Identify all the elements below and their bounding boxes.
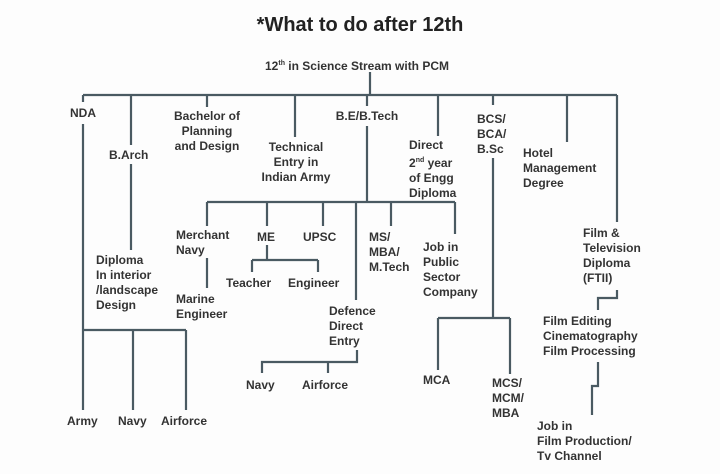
node-mca: MCA xyxy=(423,373,451,387)
node-film-tv: Film & Television Diploma (FTII) xyxy=(583,226,641,285)
root-node: 12th in Science Stream with PCM xyxy=(265,56,449,74)
direct-line1: Direct xyxy=(409,138,444,152)
node-bachelor-planning: Bachelor of Planning and Design xyxy=(173,109,241,153)
node-airforce: Airforce xyxy=(161,414,208,428)
connector-line xyxy=(590,362,600,415)
node-defence: Defence Direct Entry xyxy=(329,304,376,348)
connector-line xyxy=(596,290,619,310)
root-prefix: 12 xyxy=(265,59,279,73)
direct-line3: of Engg Diploma xyxy=(409,171,457,200)
node-navy-defence: Navy xyxy=(246,378,275,392)
direct-line2b: year xyxy=(424,156,453,170)
node-bcs: BCS/ BCA/ B.Sc xyxy=(477,112,507,156)
root-sup: th xyxy=(278,60,285,67)
node-marine-engineer: Marine Engineer xyxy=(176,292,228,321)
node-direct-2nd: Direct 2nd year of Engg Diploma xyxy=(409,138,456,201)
node-ms-mba: MS/ MBA/ M.Tech xyxy=(369,230,410,274)
node-betech: B.E/B.Tech xyxy=(335,109,399,123)
node-nda: NDA xyxy=(70,106,96,120)
node-diploma-interior: Diploma In interior /landscape Design xyxy=(96,253,159,312)
node-engineer: Engineer xyxy=(288,276,340,290)
root-rest: in Science Stream with PCM xyxy=(284,59,450,73)
direct-sup: nd xyxy=(415,157,425,164)
node-teacher: Teacher xyxy=(226,276,272,290)
node-barch: B.Arch xyxy=(109,148,149,162)
node-merchant-navy: Merchant Navy xyxy=(176,228,230,257)
node-job-film: Job in Film Production/ Tv Channel xyxy=(537,419,632,463)
node-me: ME xyxy=(257,230,275,244)
connector-line xyxy=(260,350,359,373)
direct-line2a: 2 xyxy=(409,156,416,170)
node-technical-entry: Technical Entry in Indian Army xyxy=(261,140,331,184)
node-navy: Navy xyxy=(118,414,147,428)
node-upsc: UPSC xyxy=(303,230,337,244)
node-film-editing: Film Editing Cinematography Film Process… xyxy=(543,314,638,358)
node-airforce-defence: Airforce xyxy=(302,378,349,392)
diagram-title: *What to do after 12th xyxy=(256,14,464,36)
node-hotel: Hotel Management Degree xyxy=(523,146,597,190)
node-army: Army xyxy=(67,414,98,428)
node-mcs: MCS/ MCM/ MBA xyxy=(492,376,524,420)
node-job-public: Job in Public Sector Company xyxy=(423,240,478,299)
